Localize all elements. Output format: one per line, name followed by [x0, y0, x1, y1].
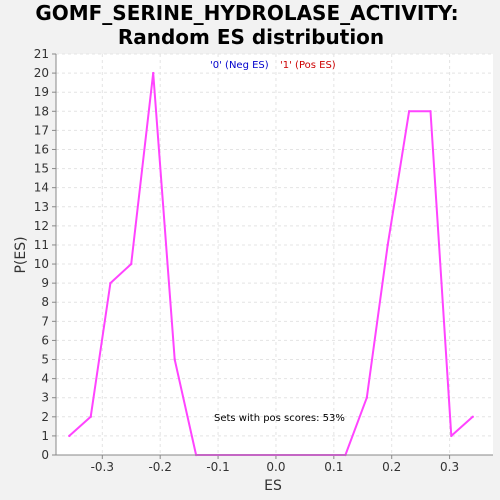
- y-tick-label: 9: [41, 276, 49, 290]
- data-point: [89, 415, 92, 419]
- y-axis-label: P(ES): [13, 236, 29, 273]
- data-point: [109, 281, 112, 285]
- legend-neg-es: '0' (Neg ES): [210, 60, 269, 71]
- x-tick-label: 0.1: [324, 460, 343, 474]
- y-tick-label: 3: [41, 391, 49, 405]
- x-axis-label: ES: [264, 478, 282, 494]
- y-tick-label: 8: [41, 295, 49, 309]
- y-tick-label: 2: [41, 410, 49, 424]
- data-point: [450, 434, 453, 438]
- data-point: [471, 415, 474, 419]
- data-point: [152, 71, 155, 75]
- chart-title-line1: GOMF_SERINE_HYDROLASE_ACTIVITY:: [35, 1, 458, 25]
- y-tick-label: 0: [41, 448, 49, 462]
- y-tick-label: 19: [34, 85, 49, 99]
- data-point: [173, 358, 176, 361]
- y-tick-label: 10: [34, 257, 49, 271]
- y-tick-label: 6: [41, 333, 49, 347]
- legend-pos-es: '1' (Pos ES): [280, 60, 336, 71]
- x-tick-label: 0.3: [440, 460, 459, 474]
- y-tick-label: 17: [34, 123, 49, 137]
- x-tick-label: -0.2: [148, 460, 171, 474]
- chart-title-line2: Random ES distribution: [118, 25, 384, 49]
- data-point: [386, 243, 389, 247]
- y-tick-label: 18: [34, 104, 49, 118]
- y-tick-label: 12: [34, 219, 49, 233]
- y-tick-label: 11: [34, 238, 49, 252]
- x-tick-label: -0.1: [206, 460, 229, 474]
- data-point: [429, 110, 432, 113]
- annotation-pos-scores: Sets with pos scores: 53%: [214, 413, 345, 424]
- x-tick-label: 0.0: [266, 460, 285, 474]
- y-tick-label: 1: [41, 429, 49, 443]
- grid-lines: [56, 53, 493, 456]
- y-tick-label: 15: [34, 162, 49, 176]
- y-tick-label: 16: [34, 142, 49, 156]
- x-tick-label: 0.2: [382, 460, 401, 474]
- y-tick-label: 7: [41, 314, 49, 328]
- x-axis-ticks: -0.3 -0.2 -0.1 0.0 0.1 0.2 0.3: [91, 455, 459, 474]
- data-point: [68, 434, 71, 438]
- plot-area: [56, 54, 493, 455]
- data-point: [365, 396, 369, 399]
- y-tick-label: 14: [34, 181, 49, 195]
- y-tick-label: 21: [34, 47, 49, 61]
- data-point: [407, 110, 411, 113]
- y-tick-label: 20: [34, 66, 49, 80]
- y-tick-label: 5: [41, 353, 49, 367]
- data-point: [130, 262, 133, 266]
- x-tick-label: -0.3: [91, 460, 114, 474]
- y-tick-label: 13: [34, 200, 49, 214]
- y-tick-label: 4: [41, 372, 49, 386]
